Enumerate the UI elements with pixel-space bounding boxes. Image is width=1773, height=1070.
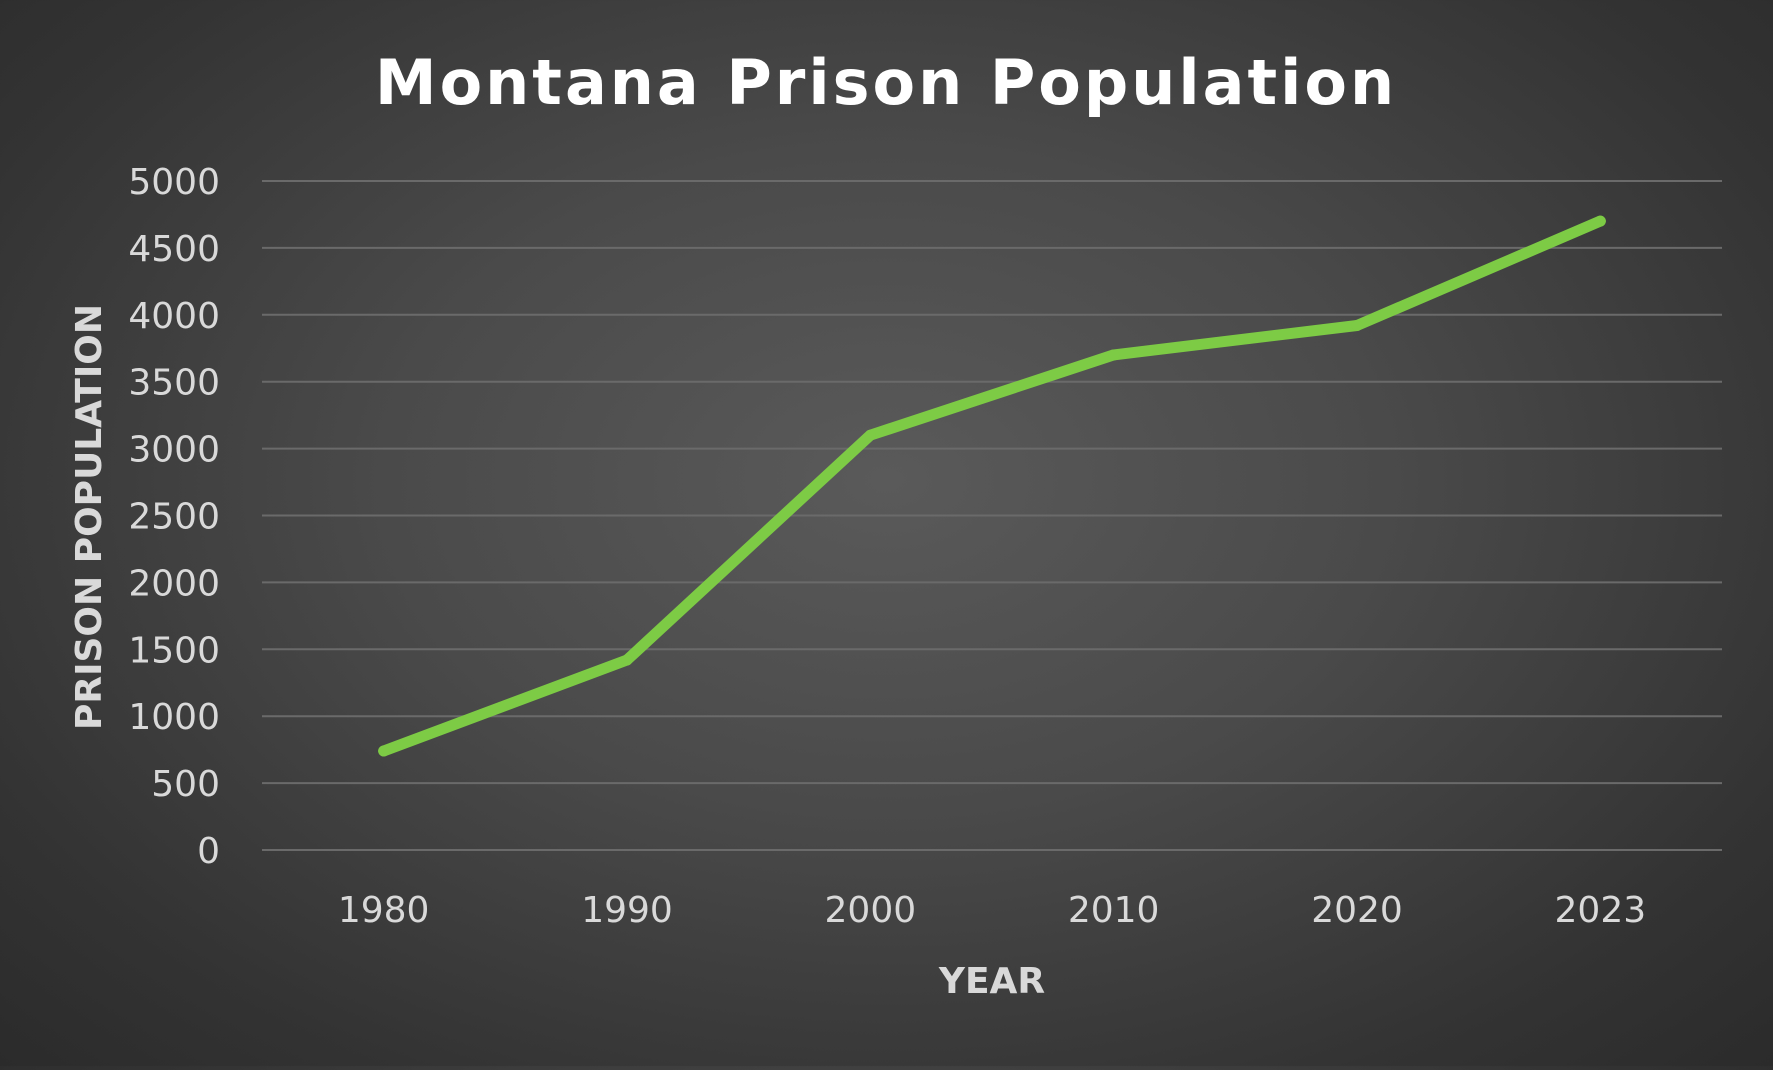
x-tick-label: 2020 — [1311, 890, 1403, 931]
x-axis-ticks: 1980 1990 2000 2010 2020 2023 — [338, 890, 1646, 931]
data-point — [1351, 320, 1363, 332]
y-tick-label: 500 — [151, 764, 220, 805]
x-axis-title: YEAR — [938, 961, 1045, 1002]
y-tick-label: 3500 — [128, 363, 220, 404]
data-point — [1594, 215, 1606, 227]
series-line — [378, 215, 1606, 757]
x-tick-label: 1980 — [338, 890, 430, 931]
gridlines — [262, 180, 1722, 851]
data-point — [621, 654, 633, 666]
x-tick-label: 2023 — [1555, 890, 1647, 931]
y-tick-label: 4000 — [128, 296, 220, 337]
series-layer — [378, 215, 1606, 757]
y-tick-label: 1500 — [128, 630, 220, 671]
data-point — [378, 745, 390, 757]
y-tick-label: 3000 — [128, 430, 220, 471]
y-tick-label: 1000 — [128, 697, 220, 738]
y-tick-label: 2000 — [128, 563, 220, 604]
chart-title: Montana Prison Population — [375, 46, 1397, 119]
data-point — [864, 429, 876, 441]
y-tick-label: 2500 — [128, 497, 220, 538]
data-point — [1108, 349, 1120, 361]
y-axis-ticks: 0 500 1000 1500 2000 2500 3000 3500 4000 4500 5000 — [128, 162, 220, 872]
y-axis-title: PRISON POPULATION — [69, 304, 110, 730]
y-tick-label: 4500 — [128, 229, 220, 270]
x-tick-label: 1990 — [581, 890, 673, 931]
y-tick-label: 5000 — [128, 162, 220, 203]
x-tick-label: 2000 — [825, 890, 917, 931]
y-tick-label: 0 — [197, 831, 220, 872]
x-tick-label: 2010 — [1068, 890, 1160, 931]
